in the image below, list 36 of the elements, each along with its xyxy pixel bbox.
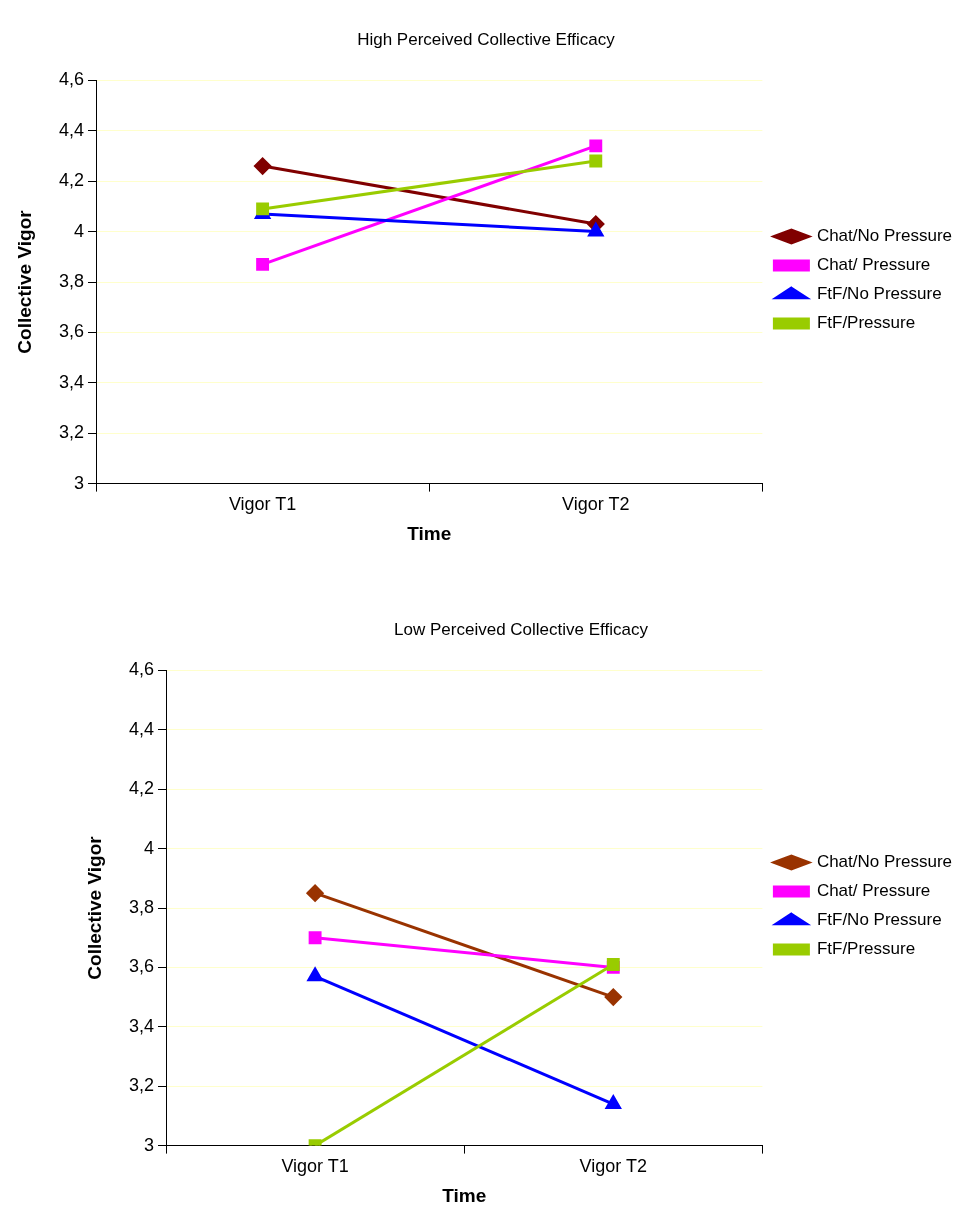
y-tick-label: 4,6: [128, 659, 154, 680]
y-axis-title: Collective Vigor: [83, 835, 105, 980]
chart-title: High Perceived Collective Efficacy: [357, 29, 616, 49]
y-tick-label: 3,2: [128, 1075, 154, 1096]
x-tick-label: Vigor T1: [281, 1156, 349, 1177]
x-tick-label: Vigor T1: [228, 494, 297, 515]
y-tick-label: 3,8: [58, 270, 84, 291]
y-tick-label: 4: [143, 837, 154, 858]
y-tick-label: 3,2: [58, 422, 84, 443]
legend-label: FtF/Pressure: [816, 939, 916, 959]
y-axis-title: Collective Vigor: [13, 209, 35, 354]
legend-label: Chat/ Pressure: [816, 255, 931, 275]
y-tick-label: 3: [73, 472, 84, 493]
legend-label: FtF/No Pressure: [816, 910, 942, 930]
x-axis-title: Time: [407, 522, 452, 544]
y-tick-label: 4,4: [58, 119, 84, 140]
y-tick-label: 4,2: [128, 778, 154, 799]
x-axis-title: Time: [442, 1184, 487, 1206]
y-tick-label: 4,4: [128, 718, 154, 739]
y-tick-label: 3,6: [128, 956, 154, 977]
legend-label: Chat/No Pressure: [816, 852, 953, 872]
y-tick-label: 3,6: [58, 321, 84, 342]
x-tick-label: Vigor T2: [562, 494, 630, 515]
y-tick-label: 3: [143, 1134, 154, 1155]
y-tick-label: 4,6: [58, 69, 84, 90]
legend-label: Chat/ Pressure: [816, 881, 931, 901]
y-tick-label: 3,4: [58, 371, 84, 392]
y-tick-label: 4: [73, 220, 84, 241]
legend-label: FtF/Pressure: [816, 313, 916, 333]
chart-title: Low Perceived Collective Efficacy: [394, 619, 649, 639]
y-tick-label: 3,8: [128, 896, 154, 917]
x-tick-label: Vigor T2: [579, 1156, 647, 1177]
y-tick-label: 3,4: [128, 1015, 154, 1036]
legend-label: FtF/No Pressure: [816, 284, 942, 304]
legend-label: Chat/No Pressure: [816, 226, 953, 246]
y-tick-label: 4,2: [58, 170, 84, 191]
